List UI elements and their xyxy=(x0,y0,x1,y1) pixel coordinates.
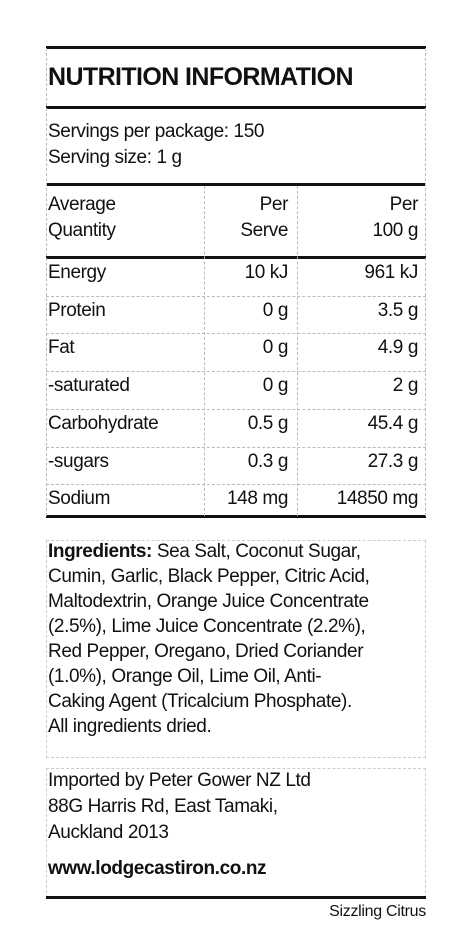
row-divider xyxy=(46,408,426,410)
ingredients-line: All ingredients dried. xyxy=(48,714,370,739)
ingredients: Ingredients: Sea Salt, Coconut Sugar, Cum… xyxy=(48,539,370,739)
nutrient-name: Carbohydrate xyxy=(48,412,159,434)
product-name: Sizzling Citrus xyxy=(329,903,426,920)
nutrient-name: Fat xyxy=(48,337,75,359)
ingredients-text: Sea Salt, Coconut Sugar, xyxy=(151,541,361,562)
website: www.lodgecastiron.co.nz xyxy=(48,858,267,879)
nutrient-value: 10 kJ xyxy=(244,262,289,283)
nutrient-value: 27.3 g xyxy=(367,450,419,472)
rule xyxy=(46,515,426,518)
row-divider xyxy=(46,446,426,448)
ingredients-line: (1.0%), Orange Oil, Lime Oil, Anti- xyxy=(48,664,370,689)
ingredients-text: (1.0%), Orange Oil, Lime Oil, Anti- xyxy=(48,666,322,687)
ingredients-text: Maltodextrin, Orange Juice Concentrate xyxy=(48,591,369,612)
table-header: Average xyxy=(48,194,116,215)
nutrient-value: 0.5 g xyxy=(247,412,289,434)
importer-line: 88G Harris Rd, East Tamaki, xyxy=(48,796,278,817)
column-divider xyxy=(297,186,298,516)
nutrient-name: -sugars xyxy=(48,450,109,472)
rule xyxy=(46,106,426,109)
nutrient-value: 14850 mg xyxy=(336,488,419,510)
border xyxy=(425,48,426,516)
table-header: 100 g xyxy=(372,220,418,241)
border xyxy=(46,48,47,516)
ingredients-text: Red Pepper, Oregano, Dried Coriander xyxy=(48,641,364,662)
nutrient-value: 0 g xyxy=(262,337,289,359)
nutrient-value: 0.3 g xyxy=(247,450,289,472)
serving-size: Serving size: 1 g xyxy=(48,147,182,168)
nutrient-name: Protein xyxy=(48,299,106,321)
nutrient-value: 0 g xyxy=(262,375,289,397)
title: NUTRITION INFORMATION xyxy=(48,63,354,91)
rule xyxy=(46,46,426,49)
ingredients-line: (2.5%), Lime Juice Concentrate (2.2%), xyxy=(48,614,370,639)
ingredients-text: Caking Agent (Tricalcium Phosphate). xyxy=(48,691,352,712)
nutrient-value: 4.9 g xyxy=(377,337,419,359)
ingredients-line: Ingredients: Sea Salt, Coconut Sugar, xyxy=(48,539,370,564)
ingredients-line: Caking Agent (Tricalcium Phosphate). xyxy=(48,689,370,714)
nutrient-value: 0 g xyxy=(262,299,289,321)
ingredients-line: Cumin, Garlic, Black Pepper, Citric Acid… xyxy=(48,564,370,589)
ingredients-line: Maltodextrin, Orange Juice Concentrate xyxy=(48,589,370,614)
nutrient-value: 961 kJ xyxy=(364,262,418,283)
nutrient-name: -saturated xyxy=(48,375,130,397)
table-header: Per xyxy=(389,194,419,215)
table-header: Serve xyxy=(240,220,288,241)
nutrient-value: 45.4 g xyxy=(367,412,419,434)
row-divider xyxy=(46,484,426,486)
row-divider xyxy=(46,371,426,373)
nutrient-value: 148 mg xyxy=(227,488,288,510)
ingredients-box xyxy=(46,540,426,758)
rule xyxy=(46,183,426,186)
ingredients-text: (2.5%), Lime Juice Concentrate (2.2%), xyxy=(48,616,366,637)
servings-per-package: Servings per package: 150 xyxy=(48,121,265,142)
importer-line: Auckland 2013 xyxy=(48,822,169,843)
table-header: Quantity xyxy=(48,220,116,241)
nutrient-name: Sodium xyxy=(48,488,111,510)
rule xyxy=(46,896,426,899)
nutrient-value: 2 g xyxy=(392,375,419,397)
ingredients-text: All ingredients dried. xyxy=(48,716,212,737)
nutrient-value: 3.5 g xyxy=(377,299,419,321)
row-divider xyxy=(46,333,426,335)
row-divider xyxy=(46,295,426,297)
ingredients-text: Cumin, Garlic, Black Pepper, Citric Acid… xyxy=(48,566,370,587)
column-divider xyxy=(204,186,205,516)
nutrient-name: Energy xyxy=(48,262,106,283)
ingredients-label: Ingredients: xyxy=(48,541,152,562)
rule xyxy=(46,256,426,259)
importer-line: Imported by Peter Gower NZ Ltd xyxy=(48,770,311,791)
table-header: Per xyxy=(259,194,289,215)
ingredients-line: Red Pepper, Oregano, Dried Coriander xyxy=(48,639,370,664)
